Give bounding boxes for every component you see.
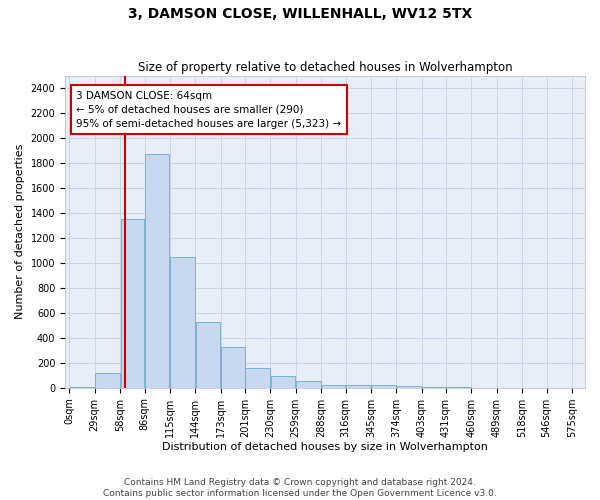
Bar: [422, 386, 446, 388]
Bar: [70, 387, 94, 388]
Y-axis label: Number of detached properties: Number of detached properties: [15, 144, 25, 320]
Bar: [221, 346, 245, 388]
Bar: [371, 386, 396, 388]
Title: Size of property relative to detached houses in Wolverhampton: Size of property relative to detached ho…: [138, 62, 512, 74]
Text: 3, DAMSON CLOSE, WILLENHALL, WV12 5TX: 3, DAMSON CLOSE, WILLENHALL, WV12 5TX: [128, 8, 472, 22]
Bar: [170, 256, 195, 388]
Bar: [121, 219, 144, 388]
Text: 3 DAMSON CLOSE: 64sqm
← 5% of detached houses are smaller (290)
95% of semi-deta: 3 DAMSON CLOSE: 64sqm ← 5% of detached h…: [76, 90, 341, 128]
Bar: [196, 322, 220, 388]
Bar: [95, 372, 119, 388]
Bar: [245, 368, 270, 388]
Bar: [397, 386, 421, 388]
Bar: [271, 376, 295, 388]
Text: Contains HM Land Registry data © Crown copyright and database right 2024.
Contai: Contains HM Land Registry data © Crown c…: [103, 478, 497, 498]
Bar: [145, 154, 169, 388]
Bar: [296, 382, 320, 388]
Bar: [346, 385, 370, 388]
X-axis label: Distribution of detached houses by size in Wolverhampton: Distribution of detached houses by size …: [162, 442, 488, 452]
Bar: [322, 384, 345, 388]
